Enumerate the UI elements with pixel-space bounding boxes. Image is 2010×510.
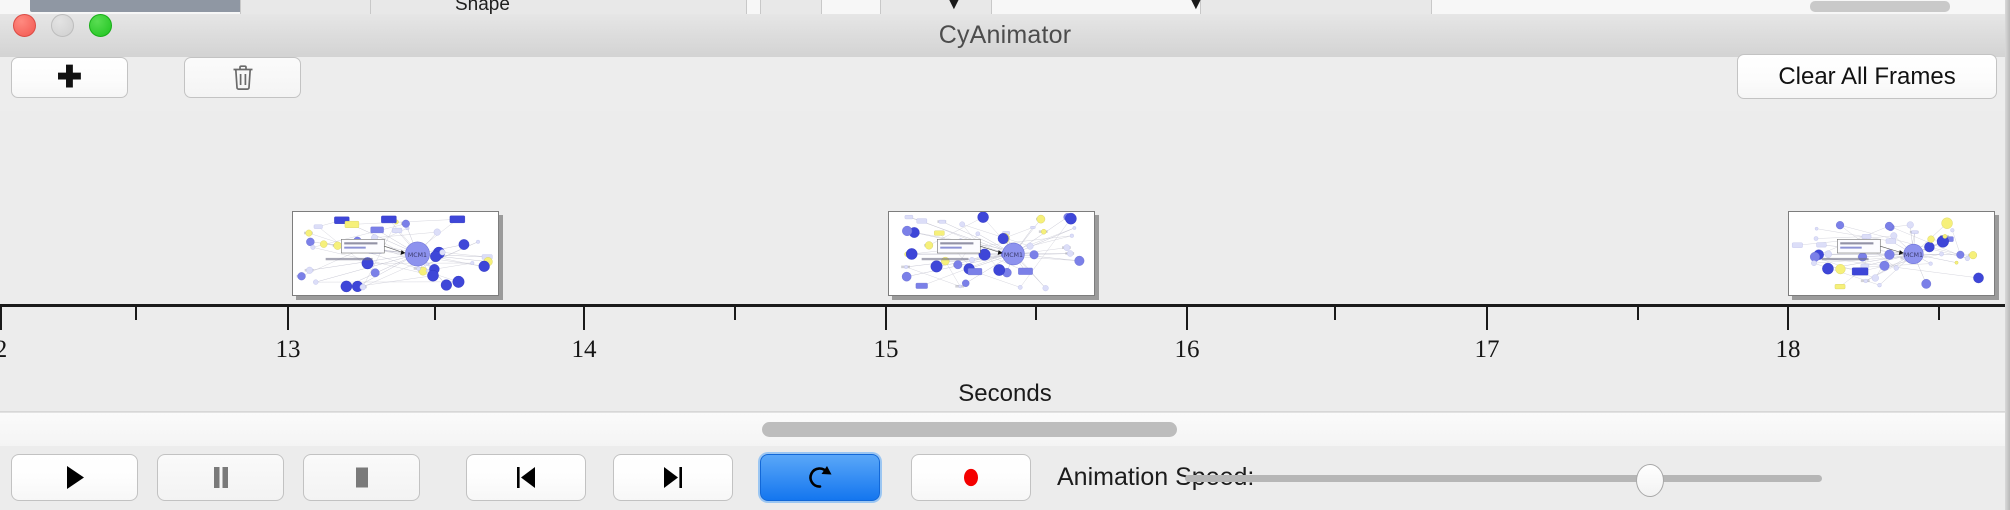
parent-window-tab (880, 0, 992, 14)
ruler-tick-minor (734, 307, 736, 320)
pause-button (157, 454, 284, 501)
parent-window-tab (240, 0, 372, 14)
plus-icon: ✚ (56, 61, 83, 94)
close-window-button[interactable] (13, 14, 36, 37)
animation-speed-slider-thumb[interactable] (1636, 464, 1664, 497)
timeline-frame[interactable]: MCM1 (1788, 211, 1995, 296)
chevron-down-icon[interactable]: ▼ (1187, 0, 1205, 13)
stop-icon (350, 464, 374, 491)
maximize-window-button[interactable] (89, 14, 112, 37)
ruler-tick-minor (1035, 307, 1037, 320)
timeline-scrollbar-track[interactable] (0, 412, 2010, 448)
parent-window-strip: Shape ▼ ▼ (0, 0, 2010, 15)
delete-frame-button[interactable] (184, 57, 301, 98)
animation-speed-slider-track[interactable] (1185, 475, 1822, 482)
ruler-tick-minor (434, 307, 436, 320)
play-icon (63, 464, 87, 491)
window-right-edge (2005, 0, 2010, 510)
parent-window-tab (760, 0, 822, 14)
ruler-tick-major (885, 307, 887, 330)
timeline-frame[interactable]: MCM1 (292, 211, 499, 296)
next-frame-button[interactable] (613, 454, 733, 501)
title-bar: CyAnimator (0, 14, 2010, 58)
ruler-tick-label: 14 (571, 336, 597, 363)
ruler-tick-label: 16 (1174, 336, 1200, 363)
ruler-tick-minor (1334, 307, 1336, 320)
timeline-panel[interactable]: MCM1 MCM1 MCM1 (0, 111, 2010, 412)
record-button[interactable] (911, 454, 1031, 501)
ruler-tick-major (583, 307, 585, 330)
stop-button (303, 454, 420, 501)
ruler-tick-major (287, 307, 289, 330)
svg-text:MCM1: MCM1 (1004, 252, 1023, 259)
network-thumbnail: MCM1 (293, 212, 498, 295)
ruler-tick-label: 17 (1474, 336, 1500, 363)
toolbar (0, 57, 2010, 112)
ruler-tick-label: 15 (873, 336, 899, 363)
ruler-tick-label: 18 (1775, 336, 1801, 363)
svg-text:MCM1: MCM1 (1904, 252, 1923, 259)
ruler-tick-minor (135, 307, 137, 320)
loop-button[interactable] (760, 454, 880, 501)
prev-frame-button[interactable] (466, 454, 586, 501)
ruler-tick-label: 13 (275, 336, 301, 363)
trash-icon (231, 64, 255, 91)
parent-window-tab (370, 0, 747, 14)
minimize-window-button[interactable] (51, 14, 74, 37)
ruler-tick-major (1787, 307, 1789, 330)
ruler-tick-major (1486, 307, 1488, 330)
ruler-tick-major (0, 307, 2, 330)
network-thumbnail: MCM1 (1789, 212, 1994, 295)
parent-window-tab (1200, 0, 1432, 14)
loop-icon (807, 463, 833, 492)
skip-forward-icon (660, 464, 686, 491)
parent-window-label-shape: Shape (455, 0, 510, 15)
pause-icon (209, 464, 233, 491)
axis-title: Seconds (958, 380, 1052, 407)
parent-window-scrollbar[interactable] (1810, 1, 1950, 12)
ruler-baseline (0, 304, 2010, 307)
parent-window-selected-tab (30, 0, 280, 12)
play-button[interactable] (11, 454, 138, 501)
chevron-down-icon[interactable]: ▼ (945, 0, 963, 13)
ruler-tick-major (1186, 307, 1188, 330)
skip-back-icon (513, 464, 539, 491)
timeline-ruler: 2 13 14 15 16 17 18 (0, 304, 2010, 374)
clear-all-frames-label: Clear All Frames (1778, 62, 1956, 90)
ruler-tick-minor (1637, 307, 1639, 320)
network-thumbnail: MCM1 (889, 212, 1094, 295)
record-icon (959, 464, 983, 491)
timeline-scrollbar-thumb[interactable] (762, 422, 1177, 437)
add-frame-button[interactable]: ✚ (11, 57, 128, 98)
ruler-tick-label: 2 (0, 336, 8, 363)
ruler-tick-minor (1938, 307, 1940, 320)
svg-text:MCM1: MCM1 (408, 252, 427, 259)
playback-control-bar: Animation Speed: (0, 446, 2010, 510)
page-title: CyAnimator (938, 21, 1072, 49)
timeline-frame[interactable]: MCM1 (888, 211, 1095, 296)
clear-all-frames-button[interactable]: Clear All Frames (1737, 54, 1997, 99)
